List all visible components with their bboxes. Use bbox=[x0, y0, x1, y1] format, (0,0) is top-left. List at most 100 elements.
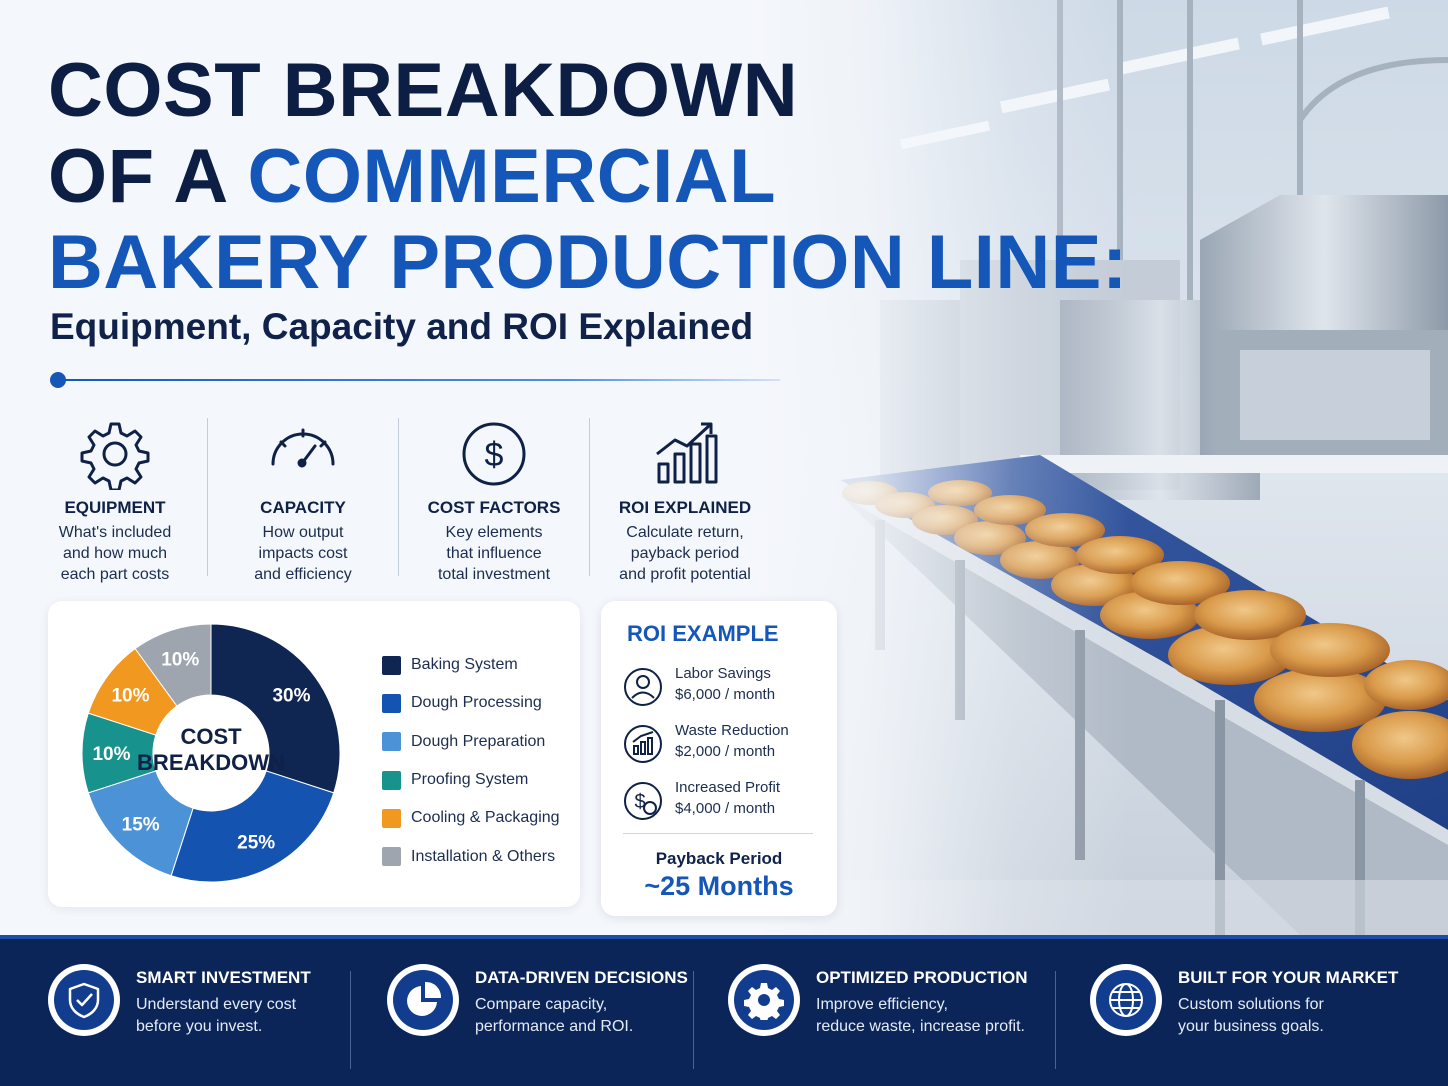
page-subtitle: Equipment, Capacity and ROI Explained bbox=[50, 306, 754, 347]
legend-swatch bbox=[382, 847, 401, 867]
legend-swatch bbox=[382, 808, 401, 828]
title-line-2: OF A COMMERCIAL bbox=[48, 134, 1128, 220]
gauge-icon bbox=[271, 428, 335, 468]
legend-label: Baking System bbox=[411, 656, 518, 674]
legend-label: Proofing System bbox=[411, 771, 529, 789]
feature-heading: EQUIPMENT bbox=[64, 498, 166, 517]
legend-label: Installation & Others bbox=[411, 847, 556, 865]
legend-item: Baking System bbox=[382, 646, 560, 684]
roi-item-waste: Waste Reduction $2,000 / month bbox=[623, 720, 823, 766]
feature-line: and efficiency bbox=[254, 566, 352, 583]
dollar-circle-icon: $ bbox=[462, 422, 526, 486]
feature-line: payback period bbox=[630, 545, 740, 562]
feature-description: Calculate return, payback period and pro… bbox=[590, 522, 780, 585]
feature-line: and profit potential bbox=[619, 566, 751, 583]
footer-description: Custom solutions for your business goals… bbox=[1178, 994, 1324, 1038]
footer-divider bbox=[350, 971, 351, 1069]
donut-slice-1 bbox=[210, 623, 341, 794]
gear-icon bbox=[744, 983, 784, 1020]
legend-item: Installation & Others bbox=[382, 837, 560, 875]
title-line-2-blue: COMMERCIAL bbox=[247, 134, 777, 219]
roi-title: ROI EXAMPLE bbox=[627, 621, 779, 646]
page-title: COST BREAKDOWN OF A COMMERCIAL BAKERY PR… bbox=[48, 48, 1128, 306]
feature-line: total investment bbox=[437, 566, 551, 583]
footer-line: Compare capacity, bbox=[475, 996, 608, 1013]
roi-item-value: $6,000 / month bbox=[675, 686, 776, 703]
footer-heading: BUILT FOR YOUR MARKET bbox=[1178, 968, 1399, 987]
feature-roi: ROI EXPLAINED Calculate return, payback … bbox=[590, 418, 780, 583]
footer-heading: SMART INVESTMENT bbox=[136, 968, 311, 987]
footer-line: reduce waste, increase profit. bbox=[816, 1018, 1025, 1035]
footer-line: Understand every cost bbox=[136, 996, 297, 1013]
footer-heading: OPTIMIZED PRODUCTION bbox=[816, 968, 1028, 987]
payback-value: ~25 Months bbox=[644, 871, 794, 901]
feature-heading: COST FACTORS bbox=[427, 498, 561, 517]
feature-line: and how much bbox=[62, 545, 168, 562]
roi-item-label: Increased Profit bbox=[675, 779, 781, 796]
donut-slice-label-3: 15% bbox=[122, 814, 160, 835]
footer-line: your business goals. bbox=[1178, 1018, 1324, 1035]
roi-item-profit: $ Increased Profit $4,000 / month bbox=[623, 777, 823, 823]
payback-label: Payback Period bbox=[655, 849, 783, 868]
svg-text:$: $ bbox=[485, 436, 504, 474]
footer-heading: DATA-DRIVEN DECISIONS bbox=[475, 968, 688, 987]
donut-slice-6 bbox=[134, 623, 212, 707]
feature-line: What's included bbox=[58, 524, 172, 541]
legend-label: Dough Preparation bbox=[411, 732, 546, 750]
feature-capacity: CAPACITY How output impacts cost and eff… bbox=[208, 418, 398, 583]
cost-breakdown-donut-chart: 30% 25% 15% 10% 10% 10% COST BREAKDOWN bbox=[81, 623, 341, 883]
pie-chart-icon bbox=[407, 981, 442, 1016]
footer-line: Improve efficiency, bbox=[816, 996, 948, 1013]
roi-example-card: ROI EXAMPLE Labor Savings $6,000 / month… bbox=[601, 601, 837, 916]
person-icon bbox=[624, 668, 662, 706]
feature-line: impacts cost bbox=[258, 545, 348, 562]
feature-line: How output bbox=[262, 524, 344, 541]
roi-item-label: Waste Reduction bbox=[675, 722, 789, 739]
money-icon: $ bbox=[624, 782, 662, 820]
footer-icon-badge bbox=[48, 964, 120, 1036]
footer-line: performance and ROI. bbox=[475, 1018, 634, 1035]
legend-item: Dough Processing bbox=[382, 684, 560, 722]
feature-divider bbox=[207, 418, 208, 576]
waste-chart-icon bbox=[624, 725, 662, 763]
legend-swatch bbox=[382, 655, 401, 675]
donut-slice-label-2: 25% bbox=[237, 833, 275, 854]
legend-label: Dough Processing bbox=[411, 694, 542, 712]
feature-heading: ROI EXPLAINED bbox=[618, 498, 752, 517]
svg-text:$: $ bbox=[634, 791, 645, 813]
feature-row: EQUIPMENT What's included and how much e… bbox=[20, 418, 800, 583]
globe-icon bbox=[1109, 983, 1143, 1017]
donut-center-label-1: COST bbox=[180, 724, 242, 749]
footer-icon-badge bbox=[387, 964, 459, 1036]
feature-equipment: EQUIPMENT What's included and how much e… bbox=[20, 418, 210, 583]
gear-icon bbox=[80, 422, 150, 490]
title-line-2-dark: OF A bbox=[48, 134, 248, 219]
footer-description: Understand every cost before you invest. bbox=[136, 994, 296, 1038]
footer-line: before you invest. bbox=[136, 1018, 263, 1035]
feature-line: Key elements bbox=[445, 524, 543, 541]
footer-icon-badge bbox=[1090, 964, 1162, 1036]
donut-slice-label-1: 30% bbox=[272, 686, 310, 707]
feature-line: that influence bbox=[446, 545, 542, 562]
feature-divider bbox=[398, 418, 399, 576]
feature-description: How output impacts cost and efficiency bbox=[208, 522, 398, 585]
roi-item-value: $4,000 / month bbox=[675, 800, 776, 817]
footer-description: Compare capacity, performance and ROI. bbox=[475, 994, 633, 1038]
title-line-1: COST BREAKDOWN bbox=[48, 48, 799, 133]
legend-item: Proofing System bbox=[382, 761, 560, 799]
feature-cost-factors: $ COST FACTORS Key elements that influen… bbox=[399, 418, 589, 583]
legend-item: Cooling & Packaging bbox=[382, 799, 560, 837]
legend-label: Cooling & Packaging bbox=[411, 809, 560, 827]
footer-line: Custom solutions for bbox=[1178, 996, 1324, 1013]
donut-slice-label-4: 10% bbox=[92, 744, 130, 765]
roi-item-value: $2,000 / month bbox=[675, 743, 776, 760]
legend-item: Dough Preparation bbox=[382, 723, 560, 761]
feature-description: Key elements that influence total invest… bbox=[399, 522, 589, 585]
title-divider bbox=[50, 372, 780, 388]
roi-item-labor: Labor Savings $6,000 / month bbox=[623, 663, 823, 709]
feature-divider bbox=[589, 418, 590, 576]
donut-slice-label-5: 10% bbox=[111, 686, 149, 707]
footer-icon-badge bbox=[728, 964, 800, 1036]
feature-line: each part costs bbox=[60, 566, 170, 583]
shield-check-icon bbox=[68, 982, 100, 1019]
